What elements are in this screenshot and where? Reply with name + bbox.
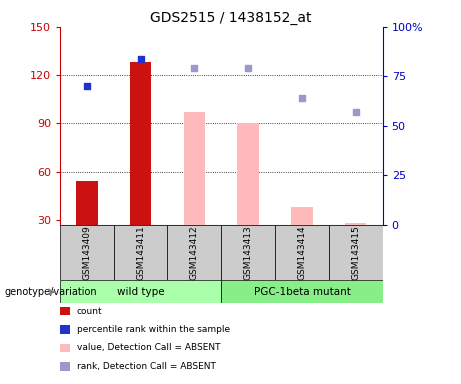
Bar — [345, 223, 366, 225]
Point — [83, 83, 90, 89]
Bar — [60, 225, 114, 280]
Text: GSM143414: GSM143414 — [297, 225, 307, 280]
Text: GSM143413: GSM143413 — [244, 225, 253, 280]
Bar — [221, 225, 275, 280]
Bar — [275, 225, 329, 280]
Point — [244, 65, 252, 71]
Text: rank, Detection Call = ABSENT: rank, Detection Call = ABSENT — [77, 362, 216, 371]
Point — [137, 56, 144, 62]
Text: GSM143412: GSM143412 — [190, 225, 199, 280]
Text: GSM143409: GSM143409 — [83, 225, 91, 280]
Bar — [130, 62, 151, 225]
Bar — [183, 112, 205, 225]
Bar — [76, 181, 98, 225]
Point — [298, 95, 306, 101]
Text: value, Detection Call = ABSENT: value, Detection Call = ABSENT — [77, 343, 220, 353]
Text: count: count — [77, 306, 103, 316]
Text: GDS2515 / 1438152_at: GDS2515 / 1438152_at — [150, 11, 311, 25]
Bar — [221, 280, 383, 303]
Point — [352, 109, 360, 115]
Bar — [60, 280, 221, 303]
Text: GSM143411: GSM143411 — [136, 225, 145, 280]
Bar — [167, 225, 221, 280]
Text: percentile rank within the sample: percentile rank within the sample — [77, 325, 230, 334]
Text: wild type: wild type — [117, 287, 165, 297]
Bar — [114, 225, 167, 280]
Bar — [237, 123, 259, 225]
Bar — [329, 225, 383, 280]
Point — [191, 65, 198, 71]
Text: GSM143415: GSM143415 — [351, 225, 360, 280]
Bar — [291, 207, 313, 225]
Text: genotype/variation: genotype/variation — [5, 287, 97, 297]
Text: PGC-1beta mutant: PGC-1beta mutant — [254, 287, 350, 297]
